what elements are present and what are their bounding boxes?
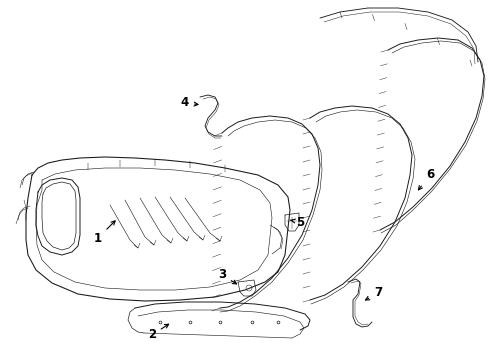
Text: 2: 2 [148, 324, 168, 342]
Text: 7: 7 [365, 287, 381, 300]
Text: 3: 3 [218, 269, 236, 284]
Text: 4: 4 [181, 96, 198, 109]
Text: 5: 5 [290, 216, 304, 229]
Text: 1: 1 [94, 221, 115, 244]
Text: 6: 6 [418, 168, 433, 190]
